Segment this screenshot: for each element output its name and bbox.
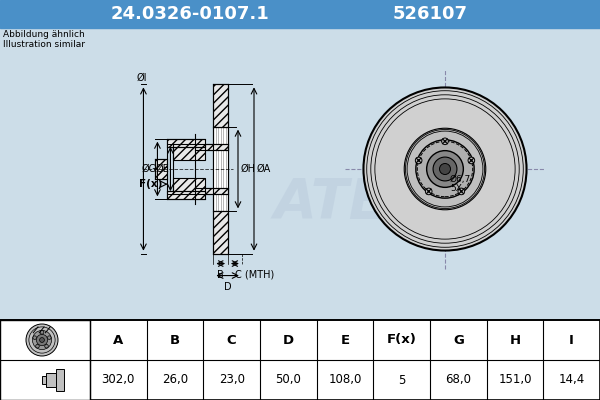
Circle shape bbox=[425, 188, 432, 195]
Text: B: B bbox=[170, 334, 180, 346]
Text: F(x): F(x) bbox=[387, 334, 416, 346]
Text: 5: 5 bbox=[398, 374, 406, 386]
Bar bbox=[214, 84, 228, 127]
Circle shape bbox=[442, 138, 448, 145]
Text: 23,0: 23,0 bbox=[218, 374, 245, 386]
Circle shape bbox=[416, 140, 474, 198]
Bar bbox=[167, 191, 205, 199]
Circle shape bbox=[427, 151, 463, 187]
Text: G: G bbox=[453, 334, 464, 346]
Circle shape bbox=[404, 128, 486, 210]
Circle shape bbox=[37, 334, 47, 346]
Circle shape bbox=[433, 157, 457, 181]
Text: 50,0: 50,0 bbox=[275, 374, 301, 386]
Text: 108,0: 108,0 bbox=[328, 374, 362, 386]
Circle shape bbox=[47, 336, 51, 340]
Bar bbox=[0, 320, 90, 400]
Text: E: E bbox=[340, 334, 350, 346]
Text: A: A bbox=[113, 334, 124, 346]
Text: ØH: ØH bbox=[241, 164, 256, 174]
Text: 68,0: 68,0 bbox=[445, 374, 472, 386]
Text: 5X: 5X bbox=[450, 184, 462, 192]
Text: I: I bbox=[569, 334, 574, 346]
Text: Ø6,7: Ø6,7 bbox=[450, 174, 471, 184]
Text: 24.0326-0107.1: 24.0326-0107.1 bbox=[110, 5, 269, 23]
Text: 151,0: 151,0 bbox=[498, 374, 532, 386]
Text: ØG: ØG bbox=[142, 164, 157, 174]
Bar bbox=[214, 211, 228, 254]
Text: 14,4: 14,4 bbox=[559, 374, 585, 386]
Circle shape bbox=[26, 324, 58, 356]
Text: ATE: ATE bbox=[273, 176, 387, 230]
Circle shape bbox=[45, 344, 49, 348]
Circle shape bbox=[32, 330, 52, 350]
Text: ØA: ØA bbox=[257, 164, 271, 174]
Circle shape bbox=[468, 157, 475, 164]
Bar bbox=[0, 0, 600, 28]
Text: Abbildung ähnlich: Abbildung ähnlich bbox=[3, 30, 85, 39]
Circle shape bbox=[40, 330, 44, 334]
Bar bbox=[214, 127, 228, 211]
Circle shape bbox=[33, 336, 37, 340]
Text: Illustration similar: Illustration similar bbox=[3, 40, 85, 49]
Bar bbox=[196, 188, 228, 194]
Circle shape bbox=[40, 338, 44, 342]
Text: F(x): F(x) bbox=[139, 179, 163, 189]
Text: C: C bbox=[227, 334, 236, 346]
Bar bbox=[196, 144, 228, 150]
Bar bbox=[46, 373, 56, 387]
Circle shape bbox=[364, 88, 527, 250]
Circle shape bbox=[439, 164, 451, 174]
Bar bbox=[0, 320, 600, 400]
Text: C (MTH): C (MTH) bbox=[235, 270, 275, 280]
Circle shape bbox=[35, 344, 39, 348]
Text: 26,0: 26,0 bbox=[162, 374, 188, 386]
Text: H: H bbox=[509, 334, 521, 346]
Bar bbox=[155, 160, 167, 178]
Bar bbox=[42, 376, 46, 384]
Text: 302,0: 302,0 bbox=[101, 374, 135, 386]
Text: ØE: ØE bbox=[155, 164, 169, 174]
Circle shape bbox=[458, 188, 464, 195]
Bar bbox=[173, 144, 205, 160]
Text: D: D bbox=[283, 334, 294, 346]
Text: 526107: 526107 bbox=[392, 5, 467, 23]
Text: B: B bbox=[217, 270, 224, 280]
Circle shape bbox=[415, 157, 422, 164]
Bar bbox=[173, 178, 205, 194]
Bar bbox=[214, 150, 228, 188]
Text: ØI: ØI bbox=[136, 72, 146, 82]
Bar bbox=[56, 369, 64, 391]
Bar bbox=[167, 139, 205, 147]
Text: D: D bbox=[224, 282, 232, 292]
